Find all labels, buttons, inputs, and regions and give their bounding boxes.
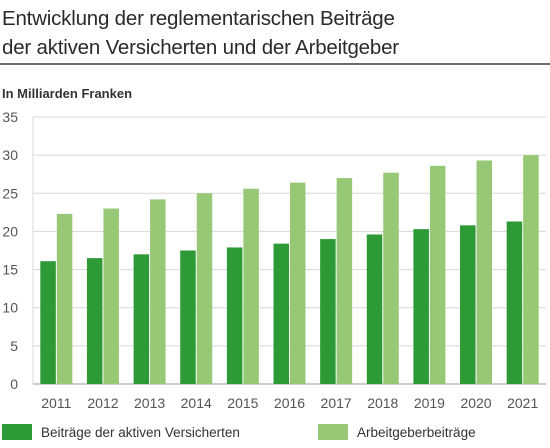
bar-active-insured-2018 xyxy=(366,234,383,384)
y-tick-label: 15 xyxy=(2,262,18,278)
x-tick-label: 2019 xyxy=(414,395,445,411)
bar-active-insured-2015 xyxy=(226,247,243,384)
x-tick-label: 2013 xyxy=(134,395,165,411)
x-tick-label: 2021 xyxy=(507,395,538,411)
bar-active-insured-2013 xyxy=(133,254,150,384)
y-tick-label: 5 xyxy=(10,338,18,354)
x-tick-label: 2017 xyxy=(321,395,352,411)
y-tick-label: 25 xyxy=(2,185,18,201)
bar-active-insured-2014 xyxy=(180,250,196,384)
bar-active-insured-2021 xyxy=(506,221,523,384)
y-axis-unit-label: In Milliarden Franken xyxy=(2,86,133,101)
bar-active-insured-2017 xyxy=(320,239,336,384)
x-tick-label: 2018 xyxy=(367,395,398,411)
legend-swatch-employer xyxy=(318,424,348,440)
bar-employer-2019 xyxy=(429,165,446,384)
bar-employer-2014 xyxy=(196,193,213,384)
bar-active-insured-2020 xyxy=(460,225,476,384)
bar-employer-2017 xyxy=(336,178,353,384)
bar-employer-2013 xyxy=(150,199,166,384)
bar-active-insured-2011 xyxy=(40,261,56,384)
chart-title: Entwicklung der reglementarischen Beiträ… xyxy=(2,4,399,62)
x-tick-label: 2012 xyxy=(87,395,118,411)
chart-title-line-2: der aktiven Versicherten und der Arbeitg… xyxy=(2,36,399,59)
y-tick-label: 10 xyxy=(2,300,18,316)
legend-label-active-insured: Beiträge der aktiven Versicherten xyxy=(41,424,240,440)
y-tick-label: 20 xyxy=(2,223,18,239)
bar-chart: 0 5 10 15 20 25 30 35 2011 2012 2013 2014 2015 2016 20… xyxy=(2,109,546,411)
y-tick-label: 0 xyxy=(10,376,18,392)
x-tick-label: 2016 xyxy=(274,395,305,411)
chart-title-line-1: Entwicklung der reglementarischen Beiträ… xyxy=(2,7,395,30)
bar-employer-2012 xyxy=(103,208,119,384)
bar-active-insured-2019 xyxy=(413,229,429,384)
legend: Beiträge der aktiven Versicherten Arbeit… xyxy=(0,424,550,444)
bar-active-insured-2016 xyxy=(273,243,289,384)
legend-item-active-insured: Beiträge der aktiven Versicherten xyxy=(2,424,240,440)
bar-employer-2011 xyxy=(56,213,73,384)
title-divider xyxy=(0,63,550,65)
y-tick-label: 35 xyxy=(2,109,18,125)
x-tick-label: 2014 xyxy=(181,395,212,411)
bar-employer-2016 xyxy=(290,182,306,384)
bar-employer-2018 xyxy=(383,172,399,384)
legend-label-employer: Arbeitgeberbeiträge xyxy=(357,424,476,440)
legend-item-employer: Arbeitgeberbeiträge xyxy=(318,424,476,440)
y-tick-label: 30 xyxy=(2,147,18,163)
x-tick-label: 2015 xyxy=(227,395,258,411)
bar-active-insured-2012 xyxy=(86,258,103,384)
bar-employer-2020 xyxy=(476,160,493,384)
bar-employer-2015 xyxy=(243,188,259,384)
legend-swatch-active-insured xyxy=(2,424,32,440)
x-tick-label: 2011 xyxy=(41,395,71,411)
x-tick-label: 2020 xyxy=(460,395,491,411)
bar-employer-2021 xyxy=(523,155,539,384)
